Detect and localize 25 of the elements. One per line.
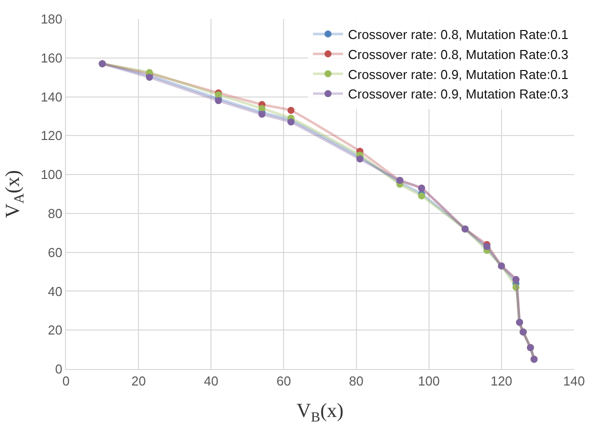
y-tick-label: 160 — [40, 50, 62, 66]
y-tick-label: 180 — [40, 12, 62, 27]
y-tick-label: 0 — [55, 362, 62, 377]
point — [258, 104, 266, 112]
x-tick-label: 60 — [276, 374, 291, 389]
x-tick-label: 80 — [349, 374, 364, 389]
x-axis-title: V$_{B}$(x) — [296, 400, 344, 426]
y-tick-label: 40 — [48, 284, 62, 299]
y-tick-label: 120 — [40, 128, 62, 144]
y-tick-label: 100 — [40, 167, 62, 182]
legend-label: Crossover rate: 0.8, Mutation Rate:0.3 — [348, 46, 568, 62]
x-tick-label: 140 — [563, 374, 585, 389]
point — [287, 106, 294, 114]
legend-label: Crossover rate: 0.9, Mutation Rate:0.1 — [348, 66, 568, 82]
legend-label: Crossover rate: 0.9, Mutation Rate:0.3 — [348, 86, 568, 102]
legend-label: Crossover rate: 0.8, Mutation Rate:0.1 — [348, 27, 568, 42]
y-tick-label: 60 — [48, 244, 62, 260]
x-tick-label: 20 — [131, 374, 146, 389]
y-tick-label: 80 — [48, 206, 62, 221]
x-tick-label: 40 — [204, 374, 218, 389]
point — [512, 284, 520, 291]
x-tick-label: 100 — [418, 374, 440, 389]
y-tick-label: 140 — [40, 89, 62, 104]
y-tick-label: 20 — [48, 322, 62, 338]
x-tick-label: 120 — [490, 374, 512, 389]
